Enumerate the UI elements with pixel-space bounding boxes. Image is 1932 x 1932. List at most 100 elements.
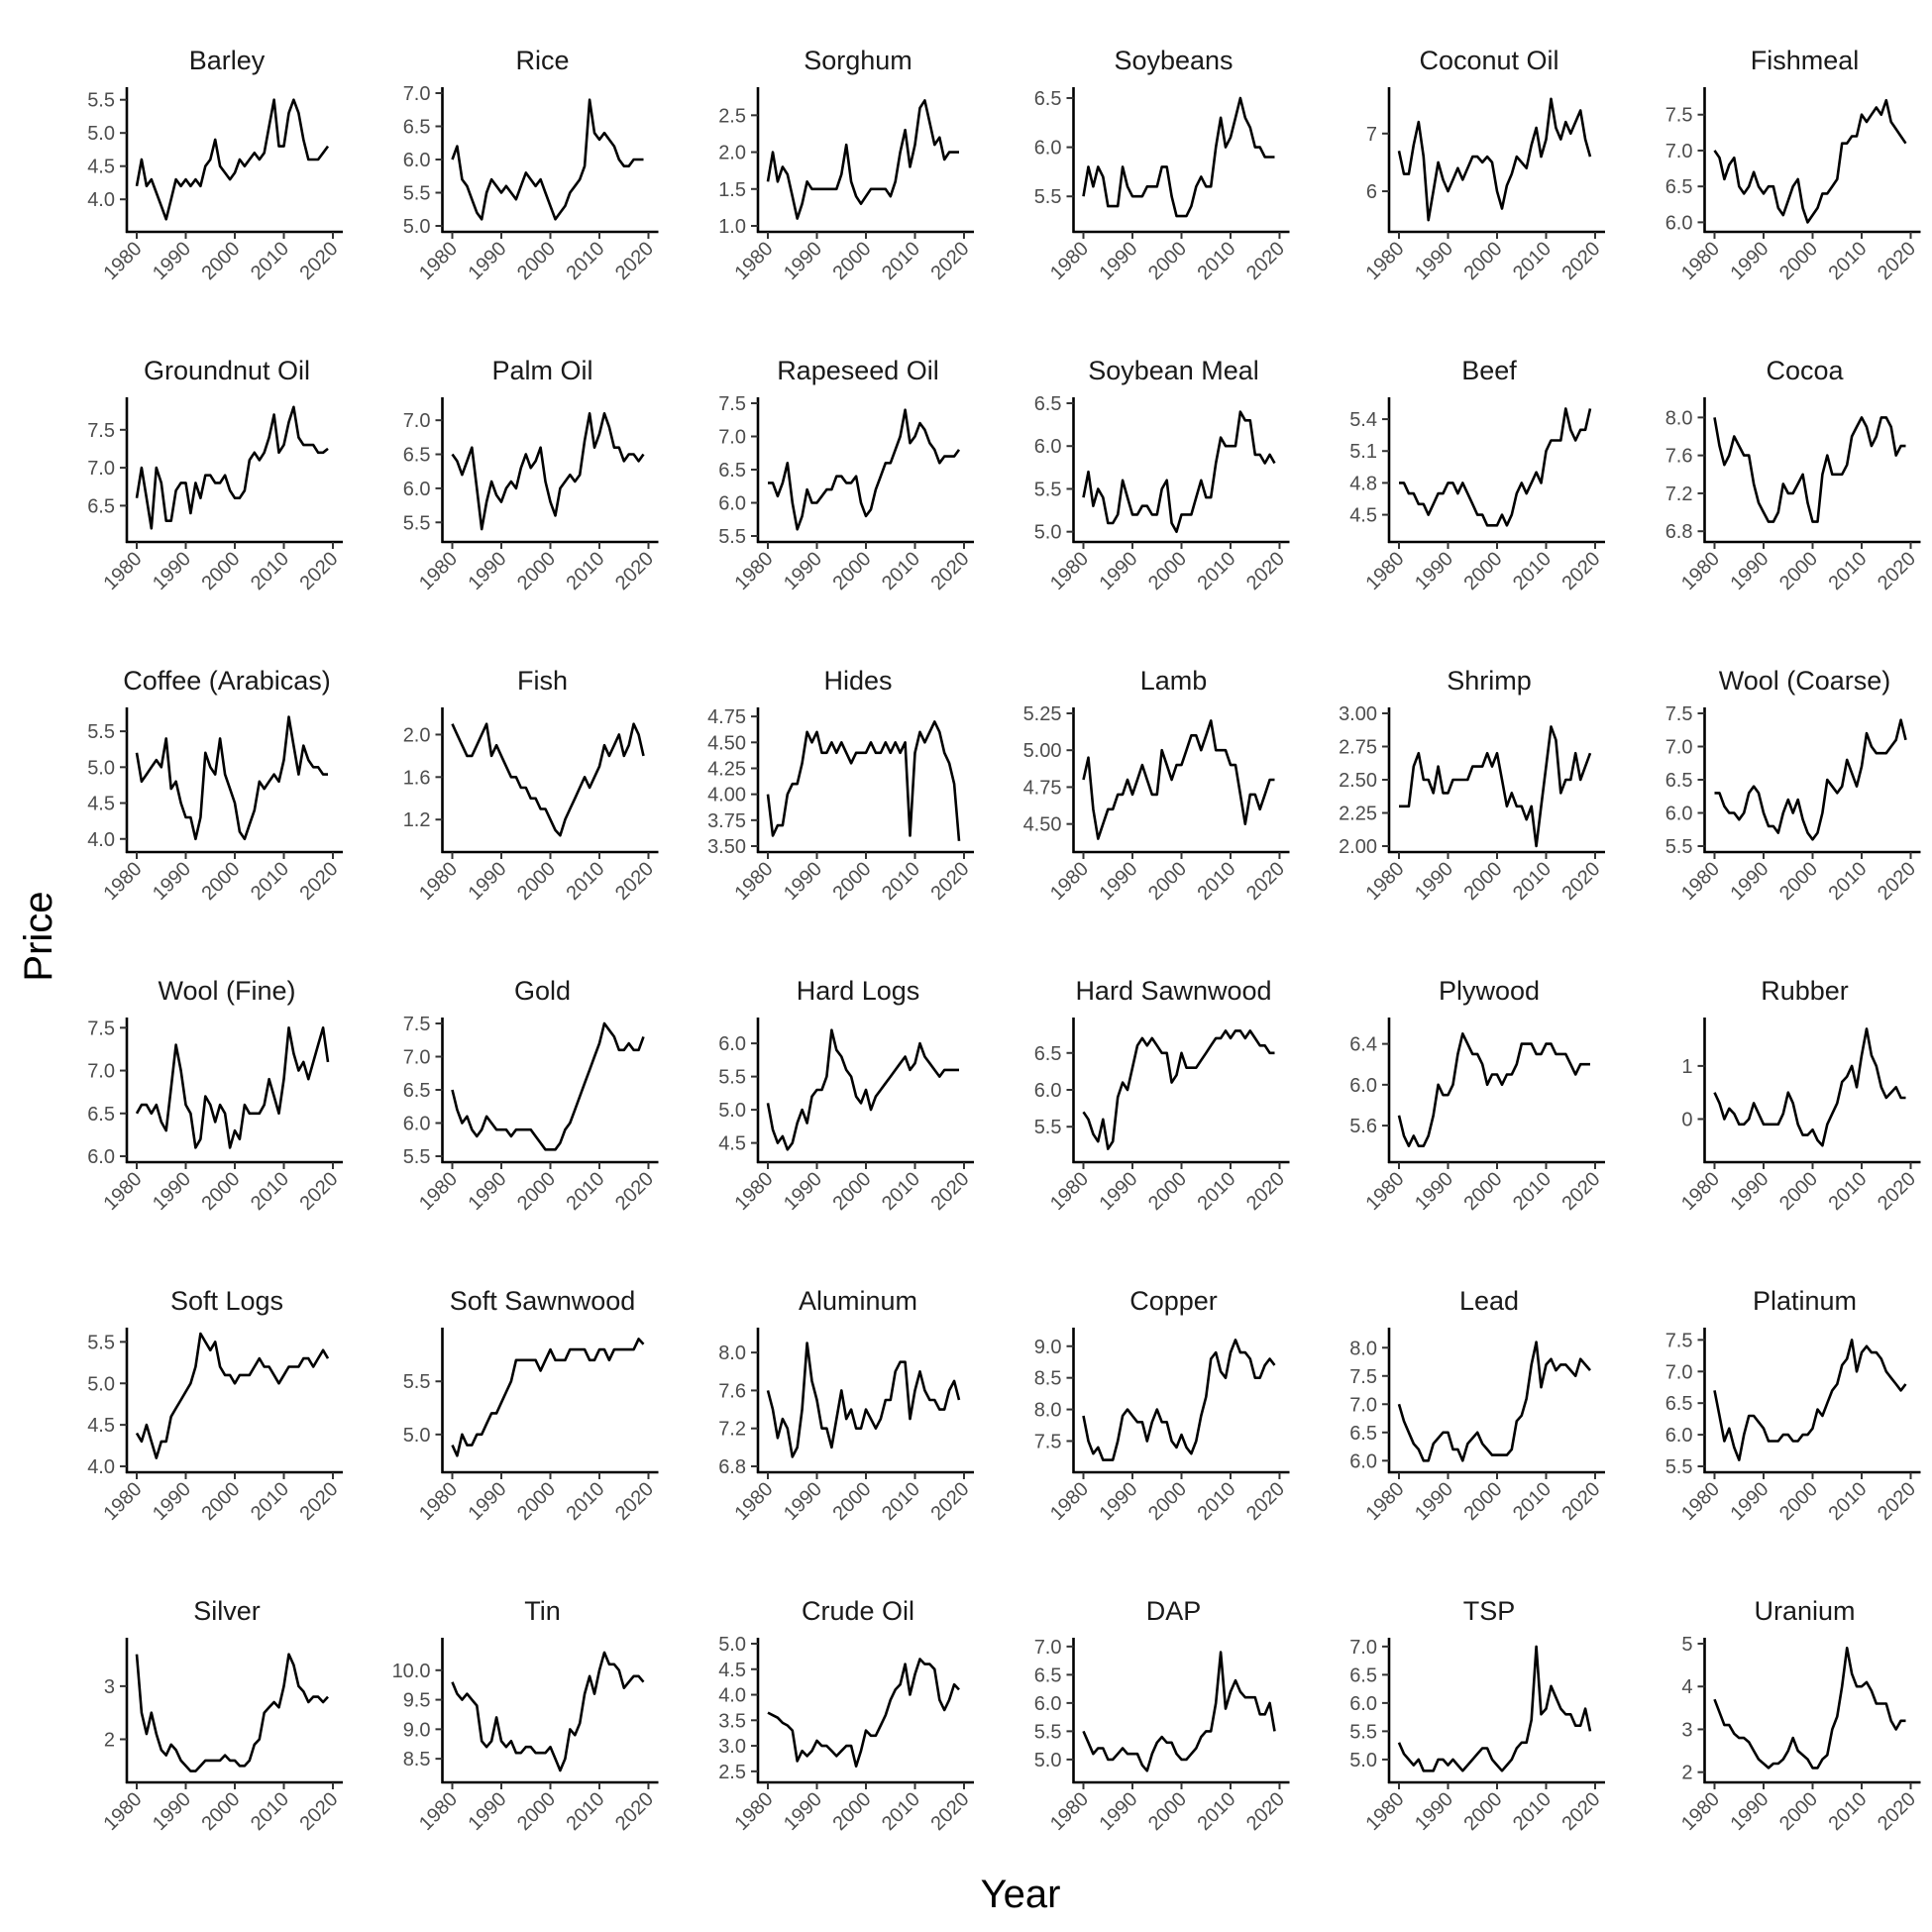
y-tick-label: 5.5 (403, 1371, 431, 1393)
y-tick-label: 7.0 (1665, 1361, 1693, 1383)
y-tick-label: 7.0 (403, 1047, 431, 1069)
y-tick-label: 5.5 (718, 1067, 746, 1089)
y-tick-label: 4.00 (707, 785, 746, 806)
y-tick-label: 7.6 (718, 1380, 746, 1402)
series-line-cocoa (1713, 416, 1906, 523)
y-tick-label: 6.5 (1034, 88, 1062, 110)
y-tick-label: 1.6 (403, 767, 431, 789)
panel-title: Uranium (1754, 1596, 1855, 1626)
y-tick-label: 5.0 (718, 1100, 746, 1122)
y-tick-label: 3.0 (718, 1736, 746, 1758)
series-line-hard-sawnwood (1082, 1029, 1275, 1150)
y-tick-label: 3 (104, 1676, 115, 1698)
y-tick-label: 6.0 (1349, 1693, 1377, 1715)
panel-title: Hard Sawnwood (1075, 976, 1271, 1006)
series-line-crude-oil (767, 1658, 960, 1768)
panel-title: Fish (517, 666, 568, 696)
series-line-fish (451, 722, 645, 837)
series-line-tsp (1397, 1645, 1592, 1772)
y-tick-label: 7.0 (403, 83, 431, 105)
y-tick-label: 7.0 (718, 427, 746, 449)
panel-title: Plywood (1439, 976, 1540, 1006)
y-tick-label: 4.50 (707, 732, 746, 754)
y-tick-label: 6.0 (1349, 1075, 1377, 1097)
y-tick-label: 6.0 (1665, 804, 1693, 825)
y-tick-label: 3.00 (1339, 703, 1377, 725)
y-tick-label: 5.5 (1034, 1117, 1062, 1138)
y-tick-label: 4.0 (87, 189, 115, 211)
series-line-dap (1082, 1651, 1276, 1772)
panel-title: Coffee (Arabicas) (123, 666, 331, 696)
y-tick-label: 4.5 (718, 1660, 746, 1681)
y-tick-label: 6.0 (1034, 138, 1062, 160)
panel-title: Palm Oil (491, 356, 592, 385)
y-tick-label: 5 (1681, 1634, 1692, 1656)
panel-title: Hides (823, 666, 892, 696)
y-tick-label: 5.25 (1023, 703, 1062, 725)
panel-title: Sorghum (804, 46, 912, 75)
series-line-coffee-arabicas (135, 715, 328, 841)
series-line-hard-logs (766, 1028, 959, 1151)
series-line-gold (451, 1021, 645, 1151)
y-tick-label: 1.2 (403, 809, 431, 831)
y-tick-label: 6.0 (1665, 212, 1693, 234)
y-tick-label: 6 (1366, 181, 1377, 203)
y-tick-label: 3 (1681, 1719, 1692, 1741)
series-line-hides (766, 720, 961, 841)
y-tick-label: 5.5 (1034, 186, 1062, 208)
y-tick-label: 6.0 (87, 1146, 115, 1168)
y-tick-label: 7.0 (1665, 737, 1693, 759)
y-tick-label: 5.1 (1349, 441, 1377, 463)
y-tick-label: 4.5 (718, 1133, 746, 1155)
series-line-tin (451, 1651, 645, 1772)
y-tick-label: 6.0 (1349, 1450, 1377, 1472)
y-tick-label: 6.0 (1665, 1425, 1693, 1447)
y-tick-label: 3.5 (718, 1710, 746, 1732)
y-tick-label: 5.5 (87, 721, 115, 743)
panel-title: Soft Sawnwood (450, 1286, 636, 1316)
y-tick-label: 6.0 (1034, 1080, 1062, 1102)
series-line-copper (1082, 1339, 1276, 1461)
y-tick-label: 6.0 (403, 1114, 431, 1135)
y-tick-label: 4.0 (718, 1685, 746, 1707)
y-tick-label: 7.0 (1349, 1394, 1377, 1416)
y-tick-label: 4.50 (1023, 814, 1062, 836)
series-line-soft-logs (135, 1332, 330, 1459)
y-tick-label: 6.5 (403, 1080, 431, 1102)
y-tick-label: 4.75 (707, 706, 746, 728)
y-tick-label: 5.5 (87, 90, 115, 112)
series-line-rice (451, 98, 644, 221)
y-tick-label: 6.5 (403, 445, 431, 467)
y-tick-label: 5.5 (718, 526, 746, 548)
y-tick-label: 5.0 (1349, 1750, 1377, 1771)
y-tick-label: 7.5 (1665, 1330, 1693, 1351)
y-tick-label: 6.5 (87, 1104, 115, 1126)
series-line-coconut-oil (1397, 97, 1592, 222)
panel-title: Aluminum (799, 1286, 917, 1316)
series-line-fishmeal (1713, 98, 1907, 224)
y-tick-label: 5.5 (1665, 1456, 1693, 1478)
x-axis-title: Year (981, 1873, 1061, 1916)
y-tick-label: 6.5 (1665, 176, 1693, 198)
y-tick-label: 4.5 (87, 794, 115, 815)
y-tick-label: 9.0 (1034, 1337, 1062, 1358)
panel-title: Rubber (1761, 976, 1849, 1006)
y-tick-label: 10.0 (392, 1661, 431, 1682)
y-tick-label: 7.6 (1665, 446, 1693, 468)
y-tick-label: 4.75 (1023, 777, 1062, 799)
y-tick-label: 2.5 (718, 105, 746, 127)
y-tick-label: 9.0 (403, 1719, 431, 1741)
y-tick-label: 7.5 (87, 420, 115, 442)
y-tick-label: 3.50 (707, 836, 746, 858)
series-line-soybeans (1082, 96, 1275, 218)
y-tick-label: 7.5 (403, 1014, 431, 1035)
panel-title: Copper (1129, 1286, 1218, 1316)
panel-title: Coconut Oil (1419, 46, 1558, 75)
y-tick-label: 5.0 (403, 216, 431, 238)
y-tick-label: 6.5 (1665, 1393, 1693, 1415)
panel-title: Rapeseed Oil (777, 356, 939, 385)
y-tick-label: 7.5 (1665, 703, 1693, 725)
